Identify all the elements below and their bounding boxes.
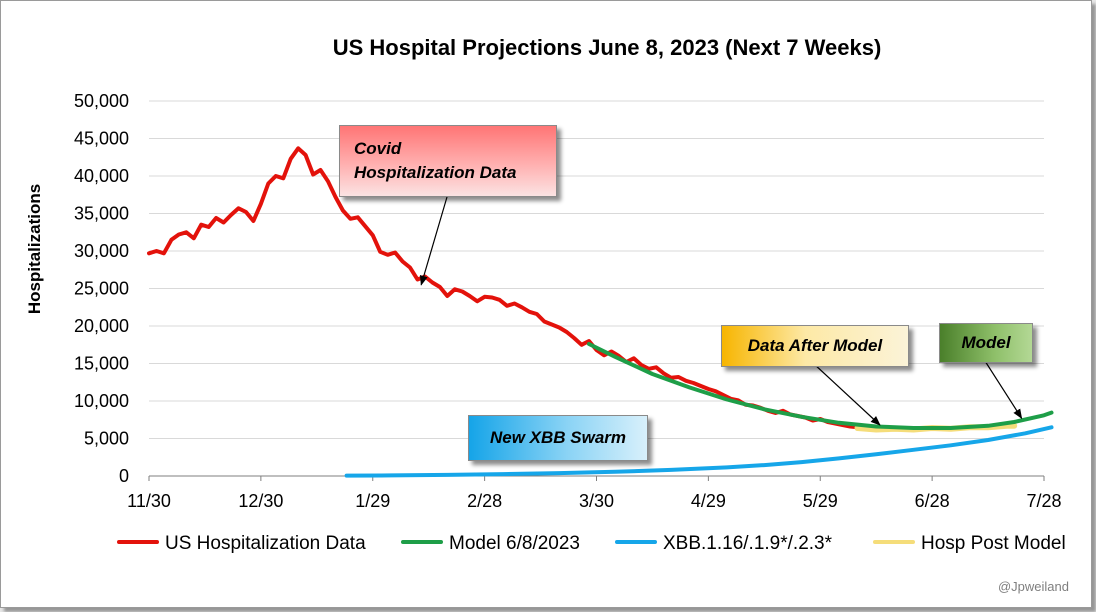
x-tick-label: 2/28 (467, 491, 502, 511)
x-tick-label: 11/30 (127, 491, 171, 511)
legend: US Hospitalization Data Model 6/8/2023 XBB… (117, 533, 1066, 554)
x-tick-label: 6/28 (915, 491, 950, 511)
series-lines (147, 146, 1054, 478)
legend-label: Model 6/8/2023 (449, 533, 580, 554)
x-tick-label: 12/30 (238, 491, 283, 511)
annotation-arrow (984, 360, 1023, 420)
x-tick-label: 5/29 (803, 491, 838, 511)
callout-new-xbb-swarm: New XBB Swarm (468, 415, 648, 461)
x-tick-label: 3/30 (579, 491, 614, 511)
y-axis-ticks: 0 5,000 10,000 15,000 20,000 25,000 30,000 35,0… (74, 91, 129, 486)
y-tick-label: 25,000 (74, 279, 129, 299)
series-line-1 (587, 342, 1054, 430)
y-tick-label: 20,000 (74, 316, 129, 336)
legend-label: Hosp Post Model (921, 533, 1066, 554)
chart-title: US Hospital Projections June 8, 2023 (Ne… (333, 35, 882, 60)
y-tick-label: 50,000 (74, 91, 129, 111)
callout-model: Model (939, 323, 1033, 363)
x-axis-ticks: 11/30 12/30 1/29 2/28 3/30 4/29 5/29 6/28 7/28 (127, 476, 1062, 511)
x-tick-label: 1/29 (355, 491, 390, 511)
callout-covid-hospitalization-data: Covid Hospitalization Data (339, 125, 557, 197)
y-tick-label: 15,000 (74, 354, 129, 374)
legend-label: XBB.1.16/.1.9*/.2.3* (663, 533, 833, 554)
y-axis-label: Hospitalizations (25, 184, 44, 314)
y-tick-label: 30,000 (74, 241, 129, 261)
x-tick-label: 4/29 (691, 491, 726, 511)
y-tick-label: 10,000 (74, 391, 129, 411)
x-tick-label: 7/28 (1026, 491, 1061, 511)
gridlines (149, 100, 1044, 477)
y-tick-label: 5,000 (84, 429, 129, 449)
annotation-arrow (419, 196, 448, 286)
y-tick-label: 35,000 (74, 204, 129, 224)
y-tick-label: 40,000 (74, 166, 129, 186)
y-tick-label: 0 (119, 466, 129, 486)
series-line-2 (344, 425, 1054, 478)
legend-label: US Hospitalization Data (165, 533, 366, 554)
annotation-arrow (812, 362, 881, 426)
author-credit: @Jpweiland (997, 579, 1069, 594)
callout-data-after-model: Data After Model (721, 325, 909, 367)
y-tick-label: 45,000 (74, 129, 129, 149)
annotation-arrows (419, 196, 1023, 426)
